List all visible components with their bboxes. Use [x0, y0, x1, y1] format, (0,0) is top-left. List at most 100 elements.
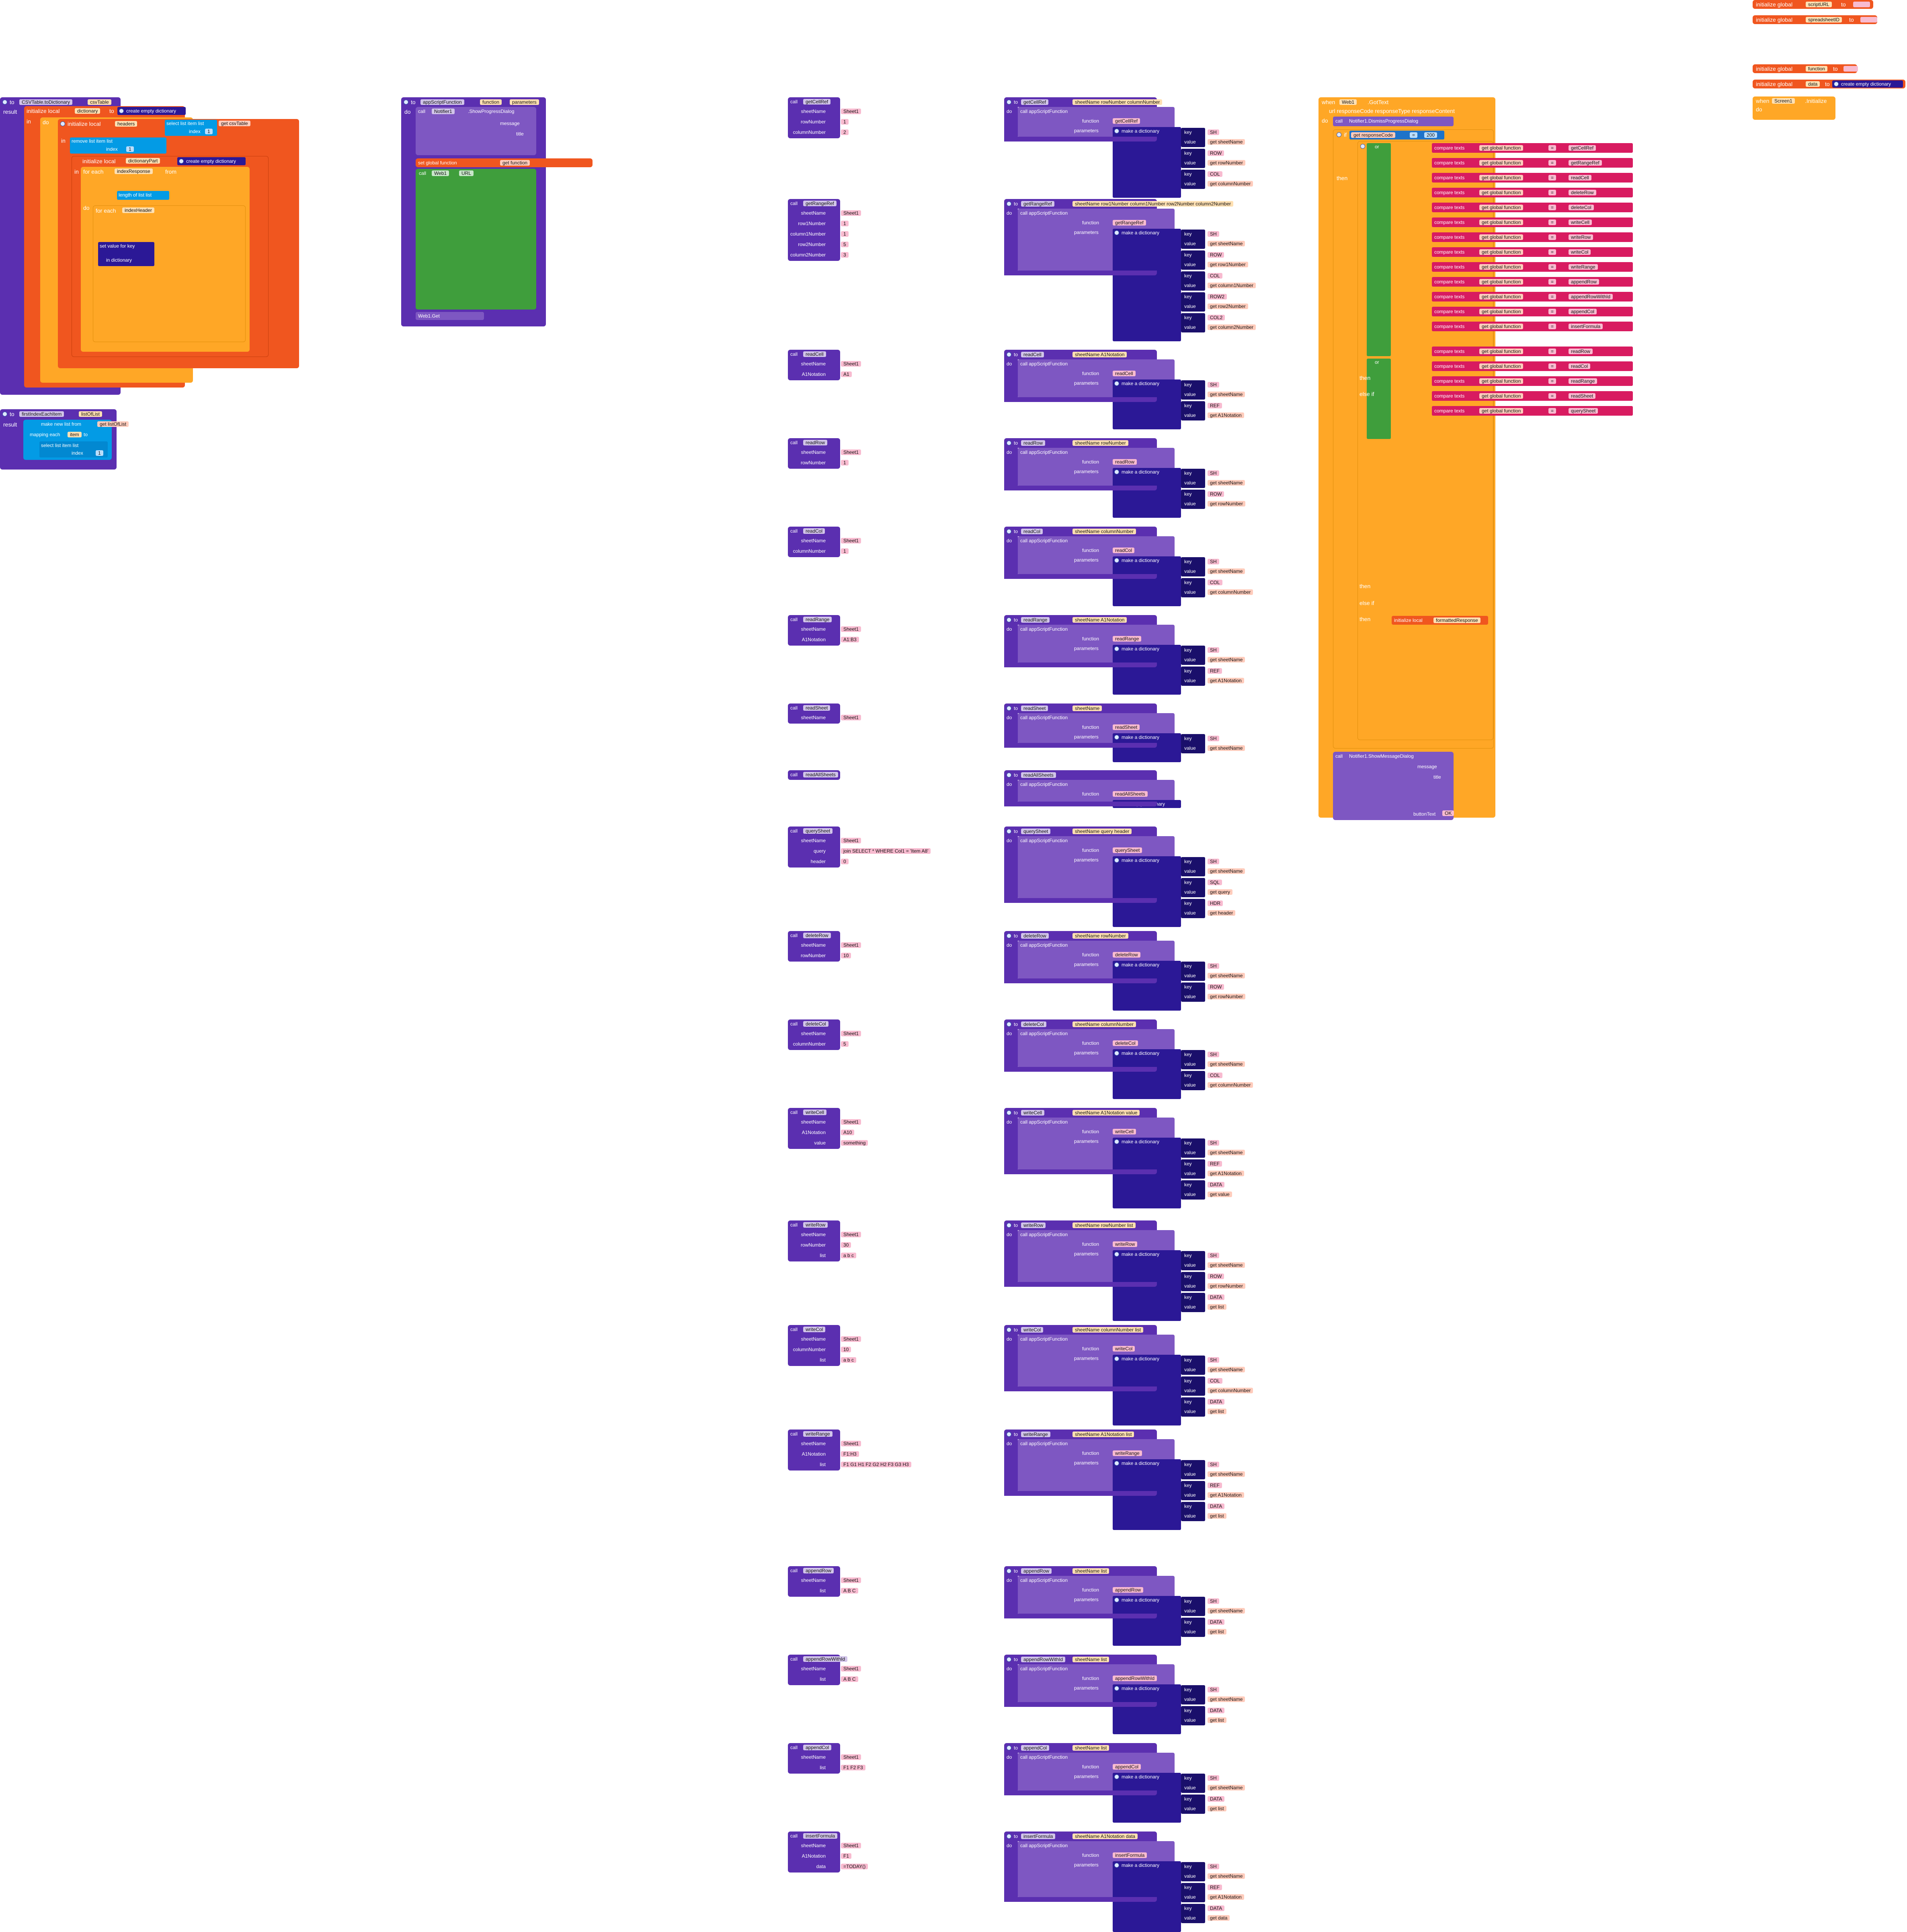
procedure-name-dropdown[interactable]: readRange	[803, 617, 832, 622]
procedure-name[interactable]: readRange	[1021, 617, 1050, 623]
length-of-list-block[interactable]: length of list list	[117, 191, 169, 200]
call-appScriptFunction-block[interactable]: call appScriptFunction function appendCol p…	[1018, 1753, 1245, 1823]
procedure-params[interactable]: sheetName row1Number column1Number row2N…	[1072, 201, 1234, 207]
make-dictionary-block[interactable]: make a dictionary key value SH get sheetName…	[1113, 645, 1245, 695]
key-value-pair[interactable]: key value	[1181, 1397, 1205, 1417]
make-dictionary-block[interactable]: make a dictionary key value SH get sheetName…	[1113, 1684, 1245, 1734]
key-text[interactable]: SH	[1208, 1598, 1219, 1604]
gear-icon[interactable]	[404, 100, 408, 105]
key-value-pair[interactable]: key value	[1181, 1795, 1205, 1814]
key-value-pair[interactable]: key value	[1181, 1293, 1205, 1312]
make-dictionary-block[interactable]: make a dictionary key value SH get sheetName…	[1113, 127, 1253, 198]
global-var-name[interactable]: spreadsheetID	[1806, 17, 1842, 23]
procedure-params[interactable]: sheetName	[1072, 706, 1102, 711]
procedure-header[interactable]: to deleteRow sheetName rowNumber	[1004, 931, 1157, 941]
procedure-appendRowWithId[interactable]: to appendRowWithId sheetName list do call ap…	[1004, 1655, 1294, 1734]
function-name-text[interactable]: readSheet	[1569, 393, 1596, 399]
argument-value[interactable]: F1 G1 H1 F2 G2 H2 F3 G3 H3	[841, 1462, 911, 1467]
value-getter[interactable]: get columnNumber	[1208, 181, 1253, 187]
argument-value[interactable]: Sheet1	[841, 210, 861, 216]
argument-value[interactable]: A1:B3	[841, 637, 859, 642]
key-value-pair[interactable]: key value	[1181, 734, 1205, 753]
key-value-pair[interactable]: key value	[1181, 962, 1205, 981]
create-empty-dictionary-block[interactable]: create empty dictionary	[177, 157, 246, 165]
gear-icon[interactable]	[1114, 129, 1119, 133]
value-getter[interactable]: get rowNumber	[1208, 994, 1246, 999]
procedure-name[interactable]: getCellRef	[1021, 99, 1049, 105]
gear-icon[interactable]	[1114, 230, 1119, 235]
compare-texts-list-1[interactable]: compare texts get global function = writeRa…	[1432, 262, 1633, 272]
procedure-header[interactable]: to appendRow sheetName list	[1004, 1566, 1157, 1576]
gear-icon[interactable]	[1114, 1252, 1119, 1257]
gear-icon[interactable]	[2, 100, 7, 105]
procedure-name[interactable]: writeRow	[1021, 1222, 1046, 1228]
procedure-deleteCol[interactable]: to deleteCol sheetName columnNumber do call …	[1004, 1019, 1294, 1099]
or-block-2[interactable]: or	[1367, 359, 1391, 439]
key-value-pair[interactable]: key value	[1181, 271, 1205, 291]
procedure-header[interactable]: to querySheet sheetName query header	[1004, 827, 1157, 836]
call-writeCol-block[interactable]: call writeCol sheetName Sheet1 columnNumber 1…	[788, 1325, 861, 1366]
key-value-pair[interactable]: key value	[1181, 1251, 1205, 1270]
argument-value[interactable]: Sheet1	[841, 1441, 861, 1446]
function-name-text[interactable]: writeRow	[1569, 234, 1593, 240]
global-var-name[interactable]: scriptURL	[1806, 2, 1832, 7]
compare-operator[interactable]: =	[1548, 175, 1556, 180]
argument-value[interactable]: 5	[841, 1041, 849, 1047]
procedure-header[interactable]: to readRange sheetName A1Notation	[1004, 615, 1157, 625]
gear-icon[interactable]	[1114, 381, 1119, 386]
key-text[interactable]: ROW	[1208, 252, 1224, 258]
argument-value[interactable]: Sheet1	[841, 1336, 861, 1342]
value-getter[interactable]: get sheetName	[1208, 568, 1245, 574]
procedure-name[interactable]: readCol	[1021, 529, 1043, 534]
make-dictionary-block[interactable]: make a dictionary key value SH get sheetName…	[1113, 961, 1246, 1011]
procedure-name-dropdown[interactable]: writeCol	[803, 1327, 826, 1332]
procedure-name[interactable]: writeCell	[1021, 1110, 1045, 1116]
key-text[interactable]: SH	[1208, 231, 1219, 237]
procedure-name[interactable]: deleteCol	[1021, 1021, 1046, 1027]
init-global-spreadsheetID-block[interactable]: initialize global spreadsheetID to	[1753, 15, 1877, 24]
gear-icon[interactable]	[1007, 100, 1011, 105]
procedure-name-dropdown[interactable]: readCell	[803, 351, 826, 357]
procedure-name[interactable]: readCell	[1021, 352, 1044, 357]
set-web1-url-block[interactable]: call Web1 URL	[416, 169, 536, 310]
gear-icon[interactable]	[60, 121, 65, 126]
procedure-header[interactable]: to deleteCol sheetName columnNumber	[1004, 1019, 1157, 1029]
gear-icon[interactable]	[1114, 858, 1119, 863]
gear-icon[interactable]	[1007, 617, 1011, 622]
gear-icon[interactable]	[1114, 962, 1119, 967]
compare-operator[interactable]: =	[1548, 349, 1556, 354]
value-getter[interactable]: get A1Notation	[1208, 1171, 1244, 1176]
key-text[interactable]: SH	[1208, 1357, 1219, 1363]
gear-icon[interactable]	[1114, 1863, 1119, 1868]
call-appendCol-block[interactable]: call appendCol sheetName Sheet1 list F1 F2 F3	[788, 1743, 865, 1774]
make-dictionary-block[interactable]: make a dictionary key value SH get sheetName…	[1113, 379, 1245, 429]
key-text[interactable]: ROW	[1208, 984, 1224, 990]
function-value[interactable]: readSheet	[1113, 724, 1140, 730]
compare-texts-list-2[interactable]: compare texts get global function = readRan…	[1432, 376, 1633, 386]
call-deleteCol-block[interactable]: call deleteCol sheetName Sheet1 columnNumber…	[788, 1019, 861, 1050]
argument-value[interactable]: Sheet1	[841, 538, 861, 544]
compare-operator[interactable]: =	[1548, 205, 1556, 210]
key-value-pair[interactable]: key value	[1181, 1050, 1205, 1069]
global-function-getter[interactable]: get global function	[1479, 309, 1524, 314]
procedure-name-dropdown[interactable]: readSheet	[803, 705, 830, 711]
compare-texts-list-2[interactable]: compare texts get global function = readCol	[1432, 361, 1633, 371]
function-value[interactable]: readRow	[1113, 459, 1137, 465]
function-name-text[interactable]: readRow	[1569, 349, 1593, 354]
function-value[interactable]: readAllSheets	[1113, 791, 1148, 797]
key-value-pair[interactable]: key value	[1181, 1862, 1205, 1881]
global-function-getter[interactable]: get global function	[1479, 205, 1524, 210]
screen-initialize-event[interactable]: when Screen1 .Initialize do	[1753, 96, 1835, 120]
empty-text-chip[interactable]	[1860, 17, 1877, 23]
value-getter[interactable]: get sheetName	[1208, 1262, 1245, 1268]
compare-operator[interactable]: =	[1548, 408, 1556, 414]
value-getter[interactable]: get row1Number	[1208, 262, 1248, 267]
function-name-text[interactable]: readRange	[1569, 378, 1597, 384]
compare-texts-list-1[interactable]: compare texts get global function = deleteC…	[1432, 203, 1633, 212]
argument-value[interactable]: join SELECT * WHERE Col1 = 'Item A8'	[841, 848, 931, 854]
procedure-readRange[interactable]: to readRange sheetName A1Notation do call ap…	[1004, 615, 1294, 695]
dismiss-progress-dialog-block[interactable]: call Notifier1.DismissProgressDialog	[1333, 117, 1454, 126]
function-value[interactable]: getRangeRef	[1113, 220, 1146, 226]
for-each-indexResponse[interactable]: for each indexResponse from length of li…	[81, 167, 250, 352]
argument-value[interactable]: a b c	[841, 1357, 857, 1363]
